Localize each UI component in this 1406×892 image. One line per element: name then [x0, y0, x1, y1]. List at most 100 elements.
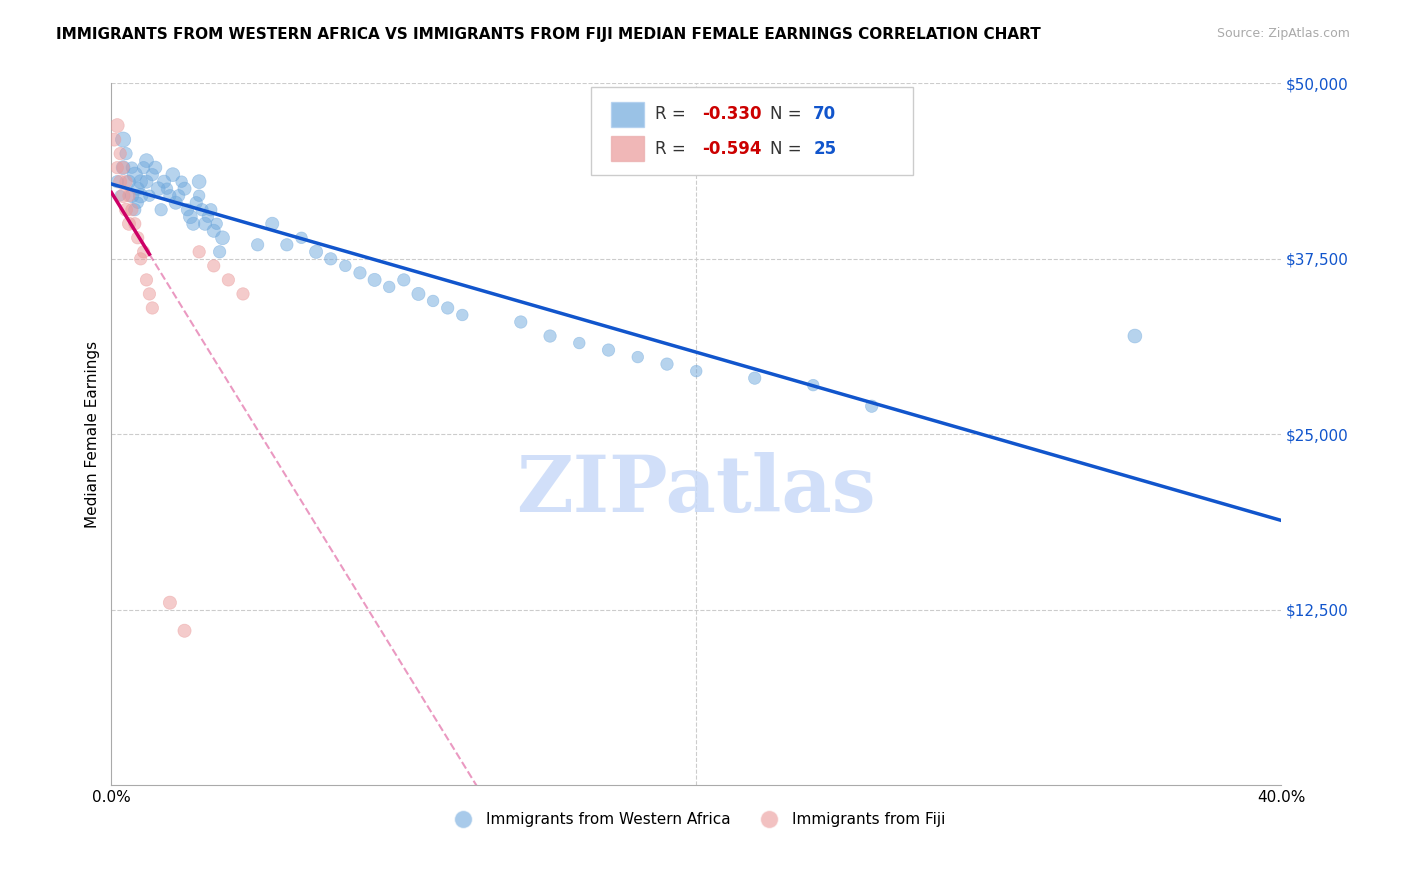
Point [148, 182, 170, 196]
Point [129, 188, 152, 202]
Point [165, 195, 187, 210]
Point [108, 175, 131, 189]
Text: Source: ZipAtlas.com: Source: ZipAtlas.com [1216, 27, 1350, 40]
Point [167, 188, 190, 202]
Point [118, 188, 141, 202]
Point [118, 175, 141, 189]
Text: N =: N = [770, 104, 807, 122]
Point [436, 301, 458, 315]
Point [232, 287, 254, 301]
Point [103, 132, 125, 146]
Point [208, 244, 231, 259]
Point [363, 273, 385, 287]
Point [744, 371, 766, 385]
Point [205, 217, 228, 231]
Point [179, 210, 201, 224]
Point [112, 161, 135, 175]
Point [509, 315, 531, 329]
Point [335, 259, 357, 273]
Point [188, 175, 211, 189]
Point [211, 231, 233, 245]
Point [127, 231, 149, 245]
Point [246, 237, 269, 252]
Text: 70: 70 [813, 104, 837, 122]
Point [197, 210, 219, 224]
Point [181, 217, 204, 231]
Point [290, 231, 312, 245]
Point [143, 161, 166, 175]
Point [319, 252, 342, 266]
Point [121, 188, 143, 202]
Text: -0.594: -0.594 [702, 140, 762, 158]
Point [188, 244, 211, 259]
Point [202, 259, 225, 273]
Point [112, 132, 135, 146]
Point [408, 287, 430, 301]
Point [392, 273, 415, 287]
Legend: Immigrants from Western Africa, Immigrants from Fiji: Immigrants from Western Africa, Immigran… [441, 806, 950, 834]
Point [349, 266, 371, 280]
Point [202, 224, 225, 238]
Point [568, 336, 591, 351]
Point [451, 308, 474, 322]
Text: -0.330: -0.330 [702, 104, 762, 122]
Point [135, 153, 157, 168]
Point [598, 343, 620, 357]
Point [305, 244, 328, 259]
Text: R =: R = [655, 140, 692, 158]
Text: N =: N = [770, 140, 807, 158]
Point [860, 399, 883, 413]
Point [124, 168, 146, 182]
Point [127, 182, 149, 196]
Point [276, 237, 298, 252]
Point [138, 287, 160, 301]
Point [538, 329, 561, 343]
Point [217, 273, 239, 287]
Point [115, 202, 138, 217]
Point [685, 364, 707, 378]
Point [191, 202, 214, 217]
Point [105, 175, 128, 189]
Point [186, 195, 208, 210]
Point [200, 202, 222, 217]
Point [188, 188, 211, 202]
Point [132, 161, 155, 175]
Text: IMMIGRANTS FROM WESTERN AFRICA VS IMMIGRANTS FROM FIJI MEDIAN FEMALE EARNINGS CO: IMMIGRANTS FROM WESTERN AFRICA VS IMMIGR… [56, 27, 1040, 42]
Point [141, 168, 163, 182]
Point [150, 202, 173, 217]
Text: R =: R = [655, 104, 692, 122]
Point [112, 161, 135, 175]
Point [129, 175, 152, 189]
Point [105, 119, 128, 133]
Point [108, 146, 131, 161]
Point [115, 175, 138, 189]
Point [115, 146, 138, 161]
Text: ZIPatlas: ZIPatlas [516, 452, 876, 528]
Point [129, 252, 152, 266]
Point [127, 195, 149, 210]
FancyBboxPatch shape [591, 87, 912, 175]
Point [141, 301, 163, 315]
Point [159, 596, 181, 610]
Point [173, 624, 195, 638]
Point [801, 378, 824, 392]
Point [108, 188, 131, 202]
Text: 25: 25 [813, 140, 837, 158]
Point [118, 217, 141, 231]
Point [159, 188, 181, 202]
Point [422, 293, 444, 308]
Point [170, 175, 193, 189]
Point [153, 175, 176, 189]
Point [1123, 329, 1146, 343]
Point [112, 188, 135, 202]
Point [262, 217, 284, 231]
Point [121, 202, 143, 217]
Point [162, 168, 184, 182]
Point [138, 188, 160, 202]
Point [124, 202, 146, 217]
Point [121, 161, 143, 175]
Point [627, 350, 650, 364]
Point [156, 182, 179, 196]
Point [655, 357, 678, 371]
Point [378, 280, 401, 294]
